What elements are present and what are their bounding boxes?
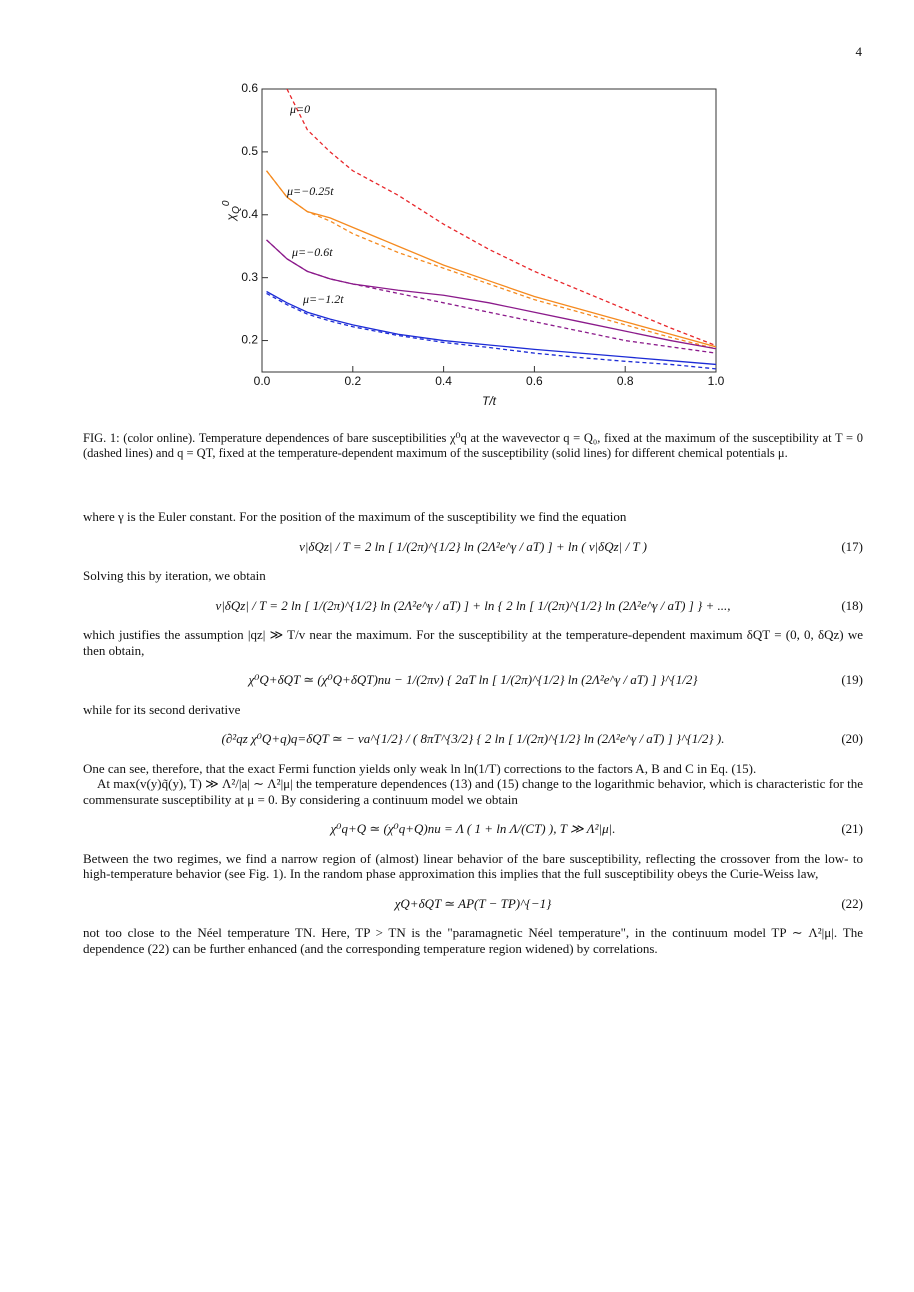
curve-label: μ=−0.25t — [286, 184, 334, 198]
y-tick-label: 0.2 — [241, 333, 258, 347]
paragraph: Between the two regimes, we find a narro… — [83, 850, 863, 882]
equation-number: (18) — [841, 597, 863, 613]
curve-label: μ=−0.6t — [291, 245, 333, 259]
y-tick-label: 0.3 — [241, 270, 258, 284]
paragraph: At max(v(y)q̃(y), T) ≫ Λ²/|a| ∼ Λ²|μ| th… — [83, 776, 863, 807]
figure-caption: FIG. 1: (color online). Temperature depe… — [83, 431, 863, 460]
equation-number: (17) — [841, 538, 863, 554]
equation-number: (22) — [841, 895, 863, 911]
x-tick-label: 0.2 — [344, 374, 361, 388]
equation: χ⁰Q+δQT ≃ (χ⁰Q+δQT)nu − 1/(2πv) { 2aT ln… — [248, 672, 863, 687]
series-line — [266, 239, 716, 354]
equation: χQ+δQT ≃ AP(T − TP)^{−1} (22) — [394, 895, 863, 911]
x-tick-label: 1.0 — [708, 374, 725, 388]
equation-number: (19) — [841, 672, 863, 687]
series-line — [286, 89, 716, 347]
series-line — [266, 290, 716, 366]
series-line — [266, 292, 716, 370]
body-text: where γ is the Euler constant. For the p… — [83, 509, 863, 956]
y-axis-label: χQ0 — [221, 200, 242, 221]
y-label-base: χ — [224, 213, 238, 221]
paragraph: Solving this by iteration, we obtain — [83, 568, 266, 583]
y-tick-label: 0.6 — [241, 81, 258, 95]
y-label-sub: Q — [231, 206, 242, 214]
series-line — [266, 170, 716, 350]
y-tick-label: 0.4 — [241, 207, 258, 221]
equation-number: (20) — [841, 731, 863, 746]
y-label-sup: 0 — [221, 200, 232, 206]
paragraph: which justifies the assumption |qz| ≫ T/… — [83, 627, 863, 658]
equation-number: (21) — [841, 821, 863, 836]
paragraph: where γ is the Euler constant. For the p… — [83, 509, 627, 524]
paragraph: while for its second derivative — [83, 701, 241, 717]
x-tick-label: 0.4 — [435, 374, 452, 388]
x-axis-label: T/t — [482, 394, 497, 408]
equation: χ⁰q+Q ≃ (χ⁰q+Q)nu = Λ ( 1 + ln Λ/(CT) ),… — [330, 821, 863, 836]
y-tick-label: 0.5 — [241, 144, 258, 158]
plot-frame — [261, 88, 717, 373]
curve-label: μ=0 — [289, 102, 310, 116]
equation: v|δQz| / T = 2 ln [ 1/(2π)^{1/2} ln (2Λ²… — [299, 538, 863, 554]
equation: v|δQz| / T = 2 ln [ 1/(2π)^{1/2} ln (2Λ²… — [215, 597, 863, 613]
chart: 0.0 0.2 0.4 0.6 0.8 1.0 0.2 0.3 0.4 0.5 0.6 T/t χQ0 μ… — [221, 81, 725, 408]
equation: (∂²qz χ⁰Q+q)q=δQT ≃ − va^{1/2} / ( 8πT^{… — [221, 731, 863, 746]
page-number: 4 — [855, 44, 863, 59]
x-tick-label: 0.6 — [526, 374, 543, 388]
curve-label: μ=−1.2t — [302, 292, 344, 306]
x-tick-label: 0.0 — [254, 374, 271, 388]
x-tick-label: 0.8 — [617, 374, 634, 388]
paragraph: not too close to the Néel temperature TN… — [83, 925, 863, 956]
paragraph: One can see, therefore, that the exact F… — [83, 760, 757, 776]
